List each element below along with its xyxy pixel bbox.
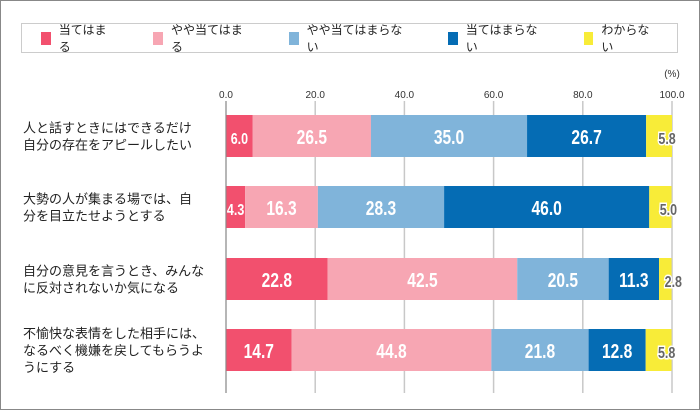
bar-segment bbox=[252, 115, 371, 157]
bar-segment bbox=[226, 258, 328, 300]
bar-segment bbox=[527, 115, 647, 157]
legend-swatch bbox=[288, 31, 299, 45]
bar-segment bbox=[444, 186, 650, 228]
data-label: 44.8 bbox=[376, 340, 406, 362]
tick-label: 100.0 bbox=[659, 90, 684, 101]
legend: 当てはまる やや当てはまる やや当てはまらない 当てはまらない わからない bbox=[21, 21, 678, 55]
data-label: 11.3 bbox=[619, 269, 649, 291]
category-label: 不愉快な表情をした相手には、 bbox=[23, 326, 205, 342]
data-label: 6.0 bbox=[231, 131, 248, 149]
bar-segment bbox=[645, 329, 672, 371]
data-label: 5.0 bbox=[660, 202, 677, 220]
legend-label: やや当てはまらない bbox=[306, 23, 403, 54]
legend-swatch bbox=[447, 31, 458, 45]
category-label: に反対されないか気になる bbox=[23, 281, 179, 297]
data-label: 16.3 bbox=[266, 197, 296, 219]
legend-label: 当てはまらない bbox=[465, 23, 538, 54]
data-label: 35.0 bbox=[434, 126, 464, 148]
legend-item: わからない bbox=[583, 21, 660, 55]
bar-segment bbox=[491, 329, 589, 371]
bar-segment bbox=[646, 115, 672, 157]
data-label: 26.7 bbox=[571, 126, 601, 148]
legend-item: やや当てはまらない bbox=[288, 21, 412, 55]
bar-segment bbox=[291, 329, 492, 371]
category-label: うにする bbox=[23, 361, 75, 376]
data-label: 26.5 bbox=[297, 126, 327, 148]
tick-label: 0.0 bbox=[219, 90, 233, 101]
data-label: 5.8 bbox=[658, 131, 675, 149]
bar-segment bbox=[517, 258, 609, 300]
legend-label: 当てはまる bbox=[58, 23, 107, 54]
legend-item: 当てはまる bbox=[41, 21, 117, 55]
category-label: 大勢の人が集まる場では、自 bbox=[23, 192, 192, 208]
legend-label: やや当てはまる bbox=[170, 23, 243, 54]
category-label: 自分の意見を言うとき、みんな bbox=[23, 264, 204, 280]
category-label: 自分の存在をアピールしたい bbox=[23, 139, 192, 154]
bar-segment bbox=[649, 186, 672, 228]
bar-segment bbox=[245, 186, 318, 228]
data-label: 42.5 bbox=[407, 269, 437, 291]
legend-label: わからない bbox=[601, 23, 650, 54]
bar-segment bbox=[659, 258, 672, 300]
bar-segment bbox=[226, 115, 253, 157]
bar-segment bbox=[327, 258, 518, 300]
legend-item: やや当てはまる bbox=[153, 21, 253, 55]
tick-label: 20.0 bbox=[305, 90, 325, 101]
data-label: 46.0 bbox=[532, 197, 562, 219]
legend-swatch bbox=[41, 31, 51, 45]
bar-segment bbox=[608, 258, 660, 300]
data-label: 2.8 bbox=[665, 274, 682, 292]
data-label: 4.3 bbox=[227, 202, 244, 220]
tick-label: 60.0 bbox=[484, 90, 504, 101]
bar-segment bbox=[226, 186, 246, 228]
bar-segment bbox=[226, 329, 292, 371]
bar-segment bbox=[588, 329, 646, 371]
data-label: 22.8 bbox=[262, 269, 292, 291]
bar-segment bbox=[317, 186, 445, 228]
data-label: 20.5 bbox=[548, 269, 578, 291]
data-label: 14.7 bbox=[244, 340, 274, 362]
category-label: なるべく機嫌を戻してもらうよ bbox=[23, 344, 204, 359]
category-label: 人と話すときにはできるだけ bbox=[23, 121, 192, 137]
tick-label: 80.0 bbox=[573, 90, 593, 101]
legend-swatch bbox=[583, 31, 594, 45]
data-label: 5.8 bbox=[658, 345, 675, 363]
data-label: 12.8 bbox=[602, 340, 632, 362]
unit-label: (%) bbox=[664, 69, 680, 80]
category-label: 分を目立たせようとする bbox=[23, 210, 166, 225]
legend-item: 当てはまらない bbox=[447, 21, 548, 55]
data-label: 28.3 bbox=[366, 197, 396, 219]
legend-swatch bbox=[153, 31, 163, 45]
data-label: 21.8 bbox=[525, 340, 555, 362]
tick-label: 40.0 bbox=[395, 90, 415, 101]
bar-segment bbox=[370, 115, 528, 157]
